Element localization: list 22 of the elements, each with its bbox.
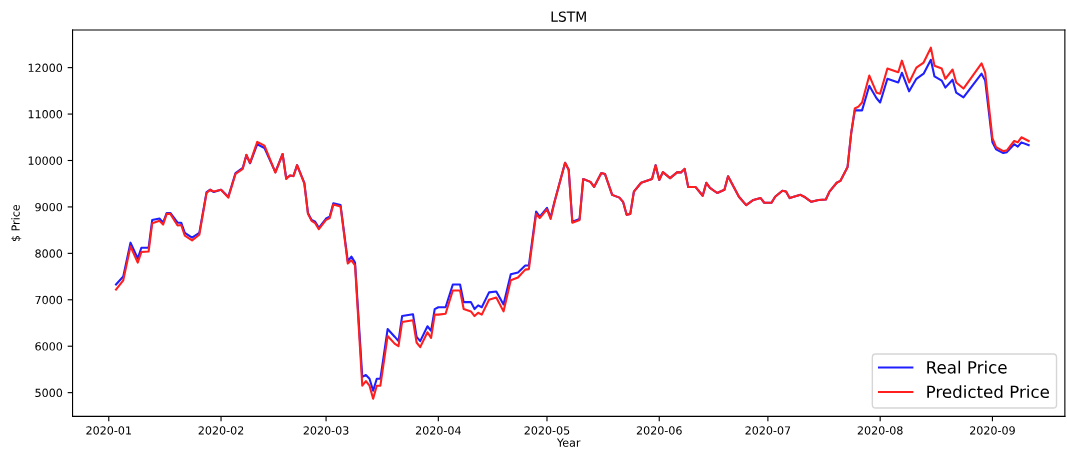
x-tick-label: 2020-05: [524, 426, 570, 435]
x-tick-label: 2020-01: [86, 426, 131, 435]
legend-label: Real Price: [927, 360, 1007, 374]
y-tick-label: 9000: [35, 202, 63, 212]
x-tick-label: 2020-08: [857, 426, 903, 435]
x-tick-label: 2020-03: [303, 426, 349, 435]
y-tick-label: 7000: [35, 295, 63, 305]
x-tick-label: 2020-09: [970, 426, 1015, 435]
y-tick-label: 6000: [35, 342, 63, 351]
x-tick-label: 2020-04: [415, 426, 461, 435]
x-tick-label: 2020-06: [636, 426, 682, 435]
y-axis-title: $ Price: [11, 204, 22, 242]
legend-label: Predicted Price: [927, 385, 1049, 399]
y-tick-label: 12000: [28, 63, 63, 73]
y-tick-label: 11000: [28, 110, 63, 119]
y-tick-label: 10000: [28, 156, 63, 165]
y-tick-label: 5000: [35, 388, 63, 398]
chart-title: LSTM: [551, 11, 586, 22]
y-tick-label: 8000: [35, 249, 63, 258]
x-tick-label: 2020-02: [198, 426, 244, 435]
x-tick-label: 2020-07: [745, 426, 791, 435]
x-axis-title: Year: [556, 438, 581, 447]
